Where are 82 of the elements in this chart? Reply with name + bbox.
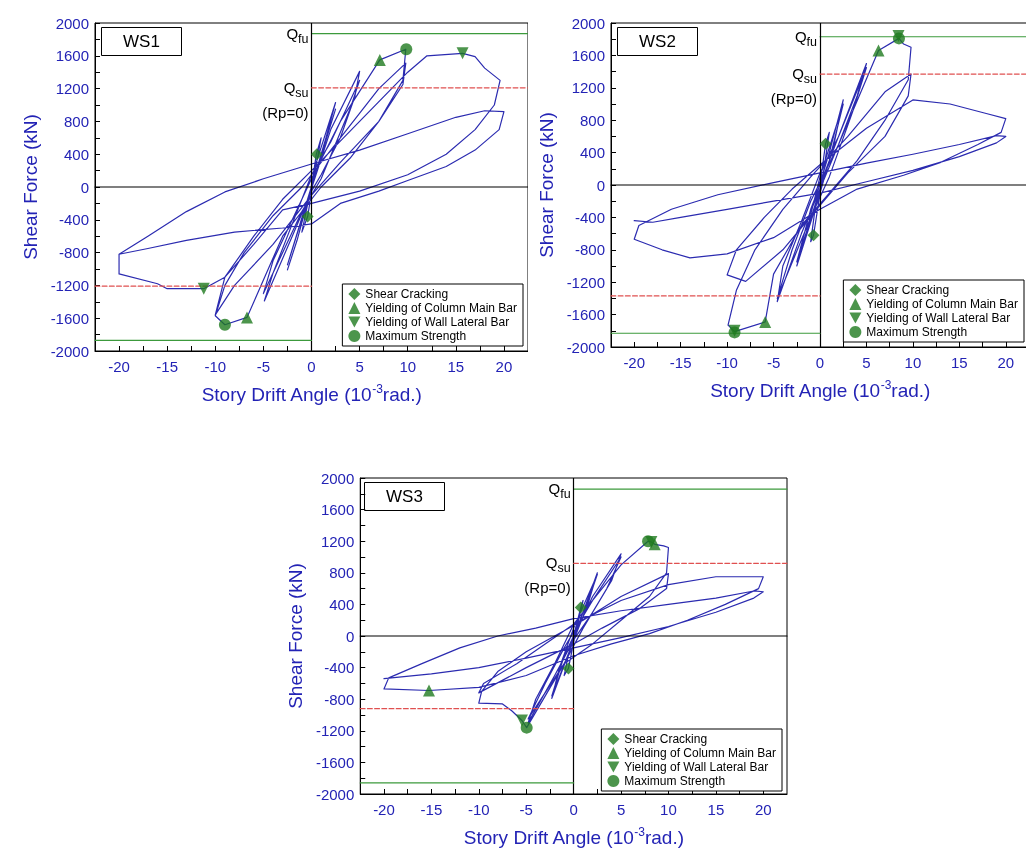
y-tick-label: -800	[324, 690, 355, 708]
y-tick-label: 0	[345, 627, 355, 645]
x-tick-label: 10	[399, 358, 417, 375]
y-tick-label: -800	[574, 241, 605, 259]
x-tick-label: 20	[754, 801, 772, 818]
y-tick-label: 400	[63, 145, 89, 163]
y-tick-label: -2000	[566, 338, 605, 356]
x-tick-label: -5	[256, 358, 271, 375]
series-label: Q$_{fu}$	[794, 26, 817, 51]
y-tick-label: 800	[63, 112, 89, 130]
x-tick-label: 20	[495, 358, 513, 375]
y-tick-label: -2000	[50, 342, 89, 360]
y-tick-label: 1600	[571, 46, 605, 64]
y-tick-label: 400	[329, 595, 355, 613]
y-tick-label: 2000	[320, 469, 355, 487]
legend-label: Yielding of Wall Lateral Bar	[365, 315, 510, 329]
y-tick-label: 400	[579, 144, 605, 162]
legend-label: Shear Cracking	[624, 732, 708, 746]
series-label: Q$_{fu}$	[286, 23, 309, 48]
x-tick-label: -20	[373, 801, 395, 818]
x-tick-label: 15	[707, 801, 725, 818]
series-label: Q$_{su}$ (Rp=0)	[262, 77, 309, 123]
y-tick-label: -800	[58, 244, 89, 262]
x-tick-label: 10	[904, 354, 922, 371]
x-tick-label: -20	[623, 354, 646, 371]
y-tick-label: 2000	[571, 14, 605, 32]
legend-label: Maximum Strength	[866, 325, 968, 339]
y-tick-label: -2000	[315, 785, 355, 803]
x-tick-label: -10	[467, 801, 490, 818]
y-tick-label: 0	[80, 178, 89, 196]
y-tick-label: 800	[329, 564, 355, 582]
y-tick-label: -400	[324, 659, 355, 677]
y-tick-label: -1200	[315, 722, 355, 740]
x-tick-label: 5	[616, 801, 626, 818]
x-tick-label: -20	[108, 358, 130, 375]
legend-label: Yielding of Column Main Bar	[365, 301, 518, 315]
y-axis-title: Shear Force (kN)	[535, 112, 557, 258]
x-tick-label: 10	[660, 801, 677, 818]
legend-label: Maximum Strength	[624, 774, 726, 788]
legend-label: Shear Cracking	[365, 287, 449, 301]
legend-label: Yielding of Column Main Bar	[624, 746, 777, 760]
x-tick-label: -15	[669, 354, 692, 371]
text: WS2	[639, 32, 676, 51]
x-tick-label: -10	[716, 354, 738, 371]
x-tick-label: 0	[815, 354, 825, 371]
x-tick-label: 5	[862, 354, 871, 371]
y-tick-label: -400	[58, 211, 89, 229]
y-tick-label: 1200	[55, 80, 89, 98]
text: WS3	[386, 487, 423, 506]
text: WS1	[123, 32, 160, 51]
legend-label: Yielding of Wall Lateral Bar	[866, 311, 1011, 325]
y-tick-label: 800	[579, 111, 605, 129]
y-tick-label: 1200	[320, 532, 355, 550]
legend-label: Maximum Strength	[365, 329, 467, 343]
y-tick-label: -1600	[566, 306, 605, 324]
y-axis-title: Shear Force (kN)	[285, 563, 306, 709]
y-tick-label: -1600	[315, 753, 355, 771]
x-tick-label: 15	[447, 358, 465, 375]
legend-label: Shear Cracking	[866, 283, 950, 297]
y-tick-label: -400	[574, 208, 605, 226]
y-tick-label: 0	[596, 176, 605, 194]
y-tick-label: -1600	[50, 309, 89, 327]
y-axis-title: Shear Force (kN)	[19, 114, 41, 260]
y-tick-label: 1600	[55, 47, 89, 65]
x-tick-label: -5	[519, 801, 533, 818]
x-tick-label: 20	[997, 354, 1015, 371]
y-tick-label: -1200	[50, 276, 89, 294]
series-label: Q$_{fu}$	[548, 479, 571, 504]
series-label: Q$_{su}$ (Rp=0)	[770, 64, 817, 109]
legend-label: Yielding of Wall Lateral Bar	[624, 760, 769, 774]
legend-label: Yielding of Column Main Bar	[866, 297, 1019, 311]
x-tick-label: 15	[950, 354, 968, 371]
x-tick-label: -15	[420, 801, 443, 818]
y-tick-label: 1600	[320, 501, 355, 519]
x-tick-label: 5	[355, 358, 364, 375]
series-label: Q$_{su}$ (Rp=0)	[524, 553, 571, 599]
y-tick-label: 1200	[571, 79, 605, 97]
x-tick-label: -10	[204, 358, 227, 375]
x-tick-label: -5	[766, 354, 781, 371]
x-tick-label: -15	[156, 358, 179, 375]
y-tick-label: -1200	[566, 273, 605, 291]
y-tick-label: 2000	[55, 14, 89, 32]
